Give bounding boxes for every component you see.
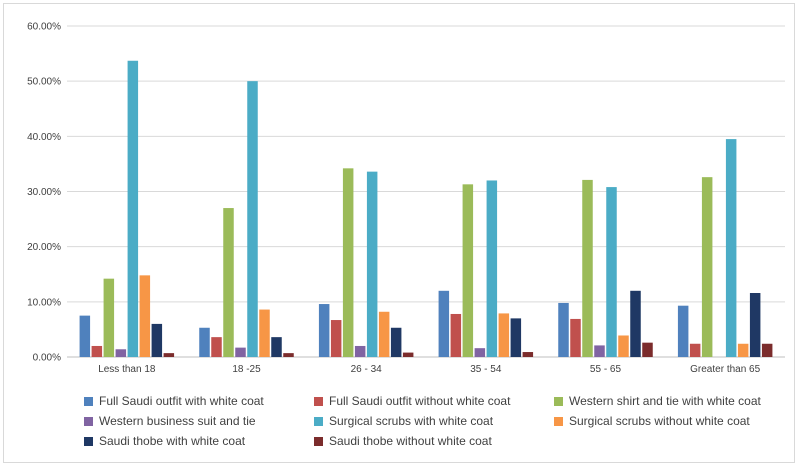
bar	[510, 318, 522, 357]
chart-frame: 0.00% 10.00% 20.00% 30.00% 40.00% 50.00% 60.00…	[3, 3, 795, 463]
legend-label: Full Saudi outfit with white coat	[99, 394, 264, 408]
bar	[283, 353, 294, 357]
legend-label: Saudi thobe without white coat	[329, 434, 492, 448]
bar	[235, 347, 246, 357]
y-tick-label: 0.00%	[33, 353, 61, 364]
legend-item: Surgical scrubs without white coat	[554, 414, 784, 428]
legend-swatch	[84, 396, 93, 406]
legend-item: Surgical scrubs with white coat	[314, 414, 554, 428]
y-tick-label: 40.00%	[27, 132, 61, 143]
bar	[438, 290, 450, 357]
y-tick-label: 60.00%	[27, 22, 61, 33]
bar	[402, 352, 414, 357]
legend-swatch	[314, 436, 323, 446]
legend-label: Full Saudi outfit without white coat	[329, 394, 511, 408]
legend: Full Saudi outfit with white coat Full Sa…	[84, 394, 784, 448]
bar	[318, 304, 330, 357]
bar	[474, 348, 486, 357]
bar	[211, 337, 222, 357]
bar	[725, 139, 737, 357]
bar	[618, 335, 629, 357]
legend-label: Western shirt and tie with white coat	[569, 394, 761, 408]
legend-item: Full Saudi outfit without white coat	[314, 394, 554, 408]
legend-label: Surgical scrubs without white coat	[569, 414, 750, 428]
bar	[749, 293, 761, 357]
y-tick-label: 10.00%	[27, 297, 61, 308]
bar	[701, 177, 713, 357]
bar	[522, 352, 534, 357]
bar	[247, 81, 258, 358]
bar	[139, 275, 151, 357]
legend-label: Western business suit and tie	[99, 414, 256, 428]
bar	[737, 343, 749, 357]
legend-swatch	[314, 416, 323, 426]
bar-chart: 0.00% 10.00% 20.00% 30.00% 40.00% 50.00% 60.00…	[27, 22, 785, 375]
bar	[259, 309, 270, 357]
legend-item: Full Saudi outfit with white coat	[84, 394, 314, 408]
bar	[223, 208, 234, 357]
y-tick-label: 30.00%	[27, 187, 61, 198]
bar	[79, 315, 91, 357]
bar	[103, 278, 115, 357]
y-tick-label: 50.00%	[27, 77, 61, 88]
x-tick-label: Greater than 65	[690, 364, 760, 375]
bar	[115, 349, 127, 357]
x-tick-label: 55 - 65	[590, 364, 622, 375]
bar	[151, 323, 163, 357]
x-tick-label: 18 -25	[232, 364, 261, 375]
bar	[606, 187, 617, 357]
bar	[630, 290, 641, 357]
bar	[462, 184, 474, 357]
bar	[582, 179, 593, 357]
bar	[91, 345, 103, 357]
legend-item: Western shirt and tie with white coat	[554, 394, 784, 408]
bar	[378, 311, 390, 357]
bar	[498, 313, 510, 357]
legend-item: Saudi thobe without white coat	[314, 434, 554, 448]
bar	[390, 327, 402, 357]
legend-swatch	[554, 396, 563, 406]
legend-item: Saudi thobe with white coat	[84, 434, 314, 448]
legend-label: Surgical scrubs with white coat	[329, 414, 494, 428]
bar	[271, 337, 282, 357]
y-tick-label: 20.00%	[27, 242, 61, 253]
bar	[163, 353, 175, 357]
bar	[761, 343, 773, 357]
bar	[689, 343, 701, 357]
bar	[330, 320, 342, 357]
bar	[642, 342, 653, 357]
x-tick-label: 26 - 34	[351, 364, 383, 375]
x-tick-label: Less than 18	[98, 364, 156, 375]
legend-swatch	[314, 396, 323, 406]
legend-item: Western business suit and tie	[84, 414, 314, 428]
bar	[558, 302, 569, 357]
bar	[127, 60, 139, 357]
legend-swatch	[84, 436, 93, 446]
bar	[366, 171, 378, 357]
bar	[486, 180, 498, 357]
bar	[594, 345, 605, 357]
bar	[199, 327, 210, 357]
bar	[570, 318, 581, 357]
bar	[342, 168, 354, 357]
legend-swatch	[84, 416, 93, 426]
legend-label: Saudi thobe with white coat	[99, 434, 246, 448]
legend-swatch	[554, 416, 563, 426]
x-tick-label: 35 - 54	[470, 364, 502, 375]
bar	[677, 305, 689, 357]
bar	[354, 345, 366, 357]
bar	[450, 313, 462, 357]
